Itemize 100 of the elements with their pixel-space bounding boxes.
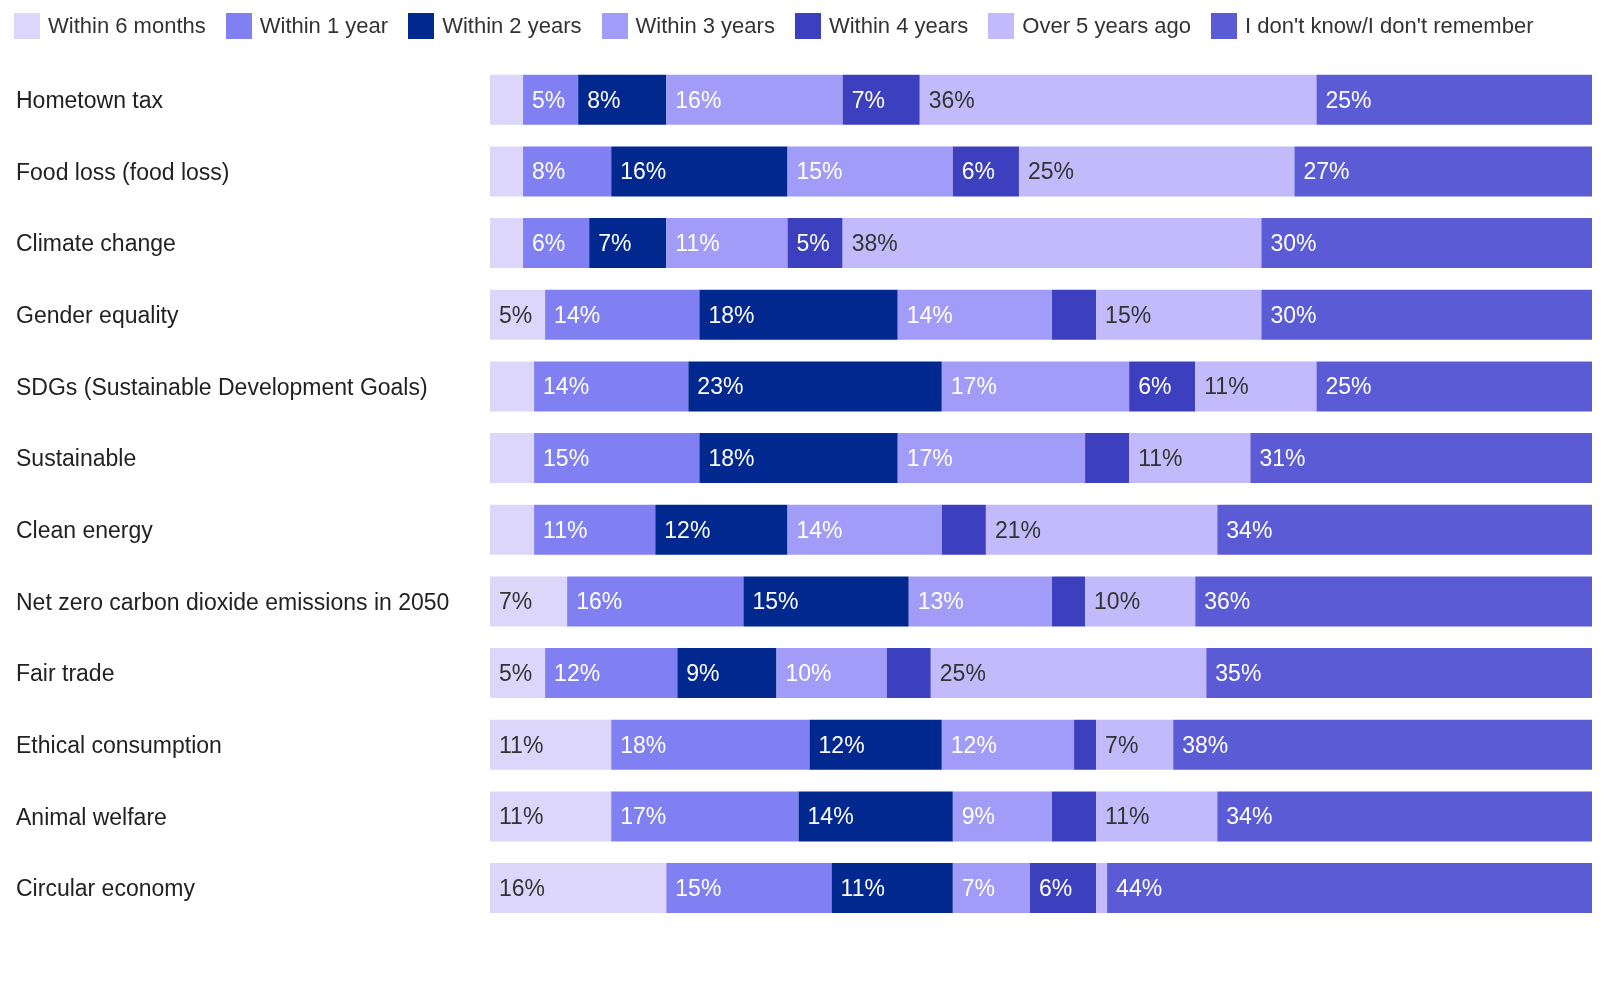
bar [699,433,898,484]
data-label: 17% [620,803,667,830]
bar [655,504,788,555]
data-label: 12% [818,731,865,758]
bar [1261,218,1592,269]
data-label: 25% [1027,158,1075,185]
bar [952,146,1019,197]
bar [545,648,678,699]
data-label: 7% [961,875,996,902]
bar [1074,719,1097,770]
bar [490,218,524,269]
data-label: 12% [554,660,601,687]
bar [523,218,590,269]
y-tick-label: Net zero carbon dioxide emissions in 2050 [16,588,450,615]
bar [545,289,700,340]
bar [677,648,777,699]
bar [941,719,1075,770]
data-label: 18% [708,445,755,472]
legend-label: Within 6 months [47,12,206,40]
data-label: 14% [543,373,590,400]
bar [1107,863,1592,914]
bar [1029,863,1097,914]
data-label: 21% [994,516,1041,543]
data-label: 5% [499,301,533,328]
bar [941,504,986,555]
bar [1129,433,1251,484]
bar [1052,576,1086,627]
bar [930,648,1207,699]
bar [534,433,700,484]
bar [798,791,953,842]
data-label: 9% [686,660,720,687]
data-label: 30% [1270,301,1317,328]
y-tick-label: Ethical consumption [16,731,222,758]
bar [809,719,942,770]
data-label: 17% [950,373,997,400]
legend-label: I don't know/I don't remember [1244,12,1534,40]
data-label: 25% [1325,86,1372,113]
bar [490,504,535,555]
bar [1316,74,1592,125]
legend-label: Within 1 year [258,12,389,40]
data-label: 11% [840,875,885,902]
data-label: 10% [1094,588,1141,615]
bar [1206,648,1592,699]
y-tick-label: Food loss (food loss) [16,158,230,185]
data-label: 5% [532,86,566,113]
legend-label: Within 4 years [827,12,969,40]
bar [490,146,524,197]
bar [490,576,568,627]
data-label: 35% [1215,660,1262,687]
data-label: 5% [796,230,830,257]
data-label: 18% [620,731,667,758]
bar [523,146,612,197]
bar [1096,719,1174,770]
data-label: 31% [1259,445,1306,472]
data-label: 16% [675,86,722,113]
bar [952,791,1053,842]
bar [666,863,832,914]
bar [1129,361,1196,412]
y-tick-label: SDGs (Sustainable Development Goals) [16,373,428,400]
data-label: 30% [1270,230,1317,257]
bar [666,74,843,125]
bar [490,863,667,914]
bar [1217,504,1592,555]
data-label: 16% [576,588,623,615]
data-label: 34% [1226,803,1273,830]
data-label: 15% [543,445,590,472]
bar [490,433,535,484]
bar [1052,791,1097,842]
data-label: 25% [1325,373,1372,400]
data-label: 25% [939,660,986,687]
y-tick-label: Climate change [16,230,176,257]
bar [490,74,524,125]
bar [787,504,942,555]
y-tick-label: Gender equality [16,301,179,328]
bar [831,863,953,914]
data-label: 12% [664,516,711,543]
data-label: 10% [785,660,832,687]
data-label: 7% [851,86,885,113]
legend-label: Within 2 years [441,12,582,40]
bar [688,361,942,412]
data-label: 14% [906,301,953,328]
data-label: 7% [499,588,533,615]
bar [567,576,744,627]
data-label: 13% [917,588,964,615]
data-label: 7% [598,230,632,257]
bar [897,289,1053,340]
data-label: 23% [697,373,744,400]
data-label: 11% [499,803,544,830]
y-tick-label: Fair trade [16,660,115,687]
bar [985,504,1218,555]
data-label: 8% [532,158,566,185]
bar [1294,146,1592,197]
bar [534,504,656,555]
bar [1195,361,1317,412]
data-label: 6% [532,230,566,257]
bar [1096,289,1262,340]
data-label: 27% [1303,158,1350,185]
bar [842,218,1262,269]
data-label: 7% [1105,731,1139,758]
data-label: 6% [1038,875,1073,902]
